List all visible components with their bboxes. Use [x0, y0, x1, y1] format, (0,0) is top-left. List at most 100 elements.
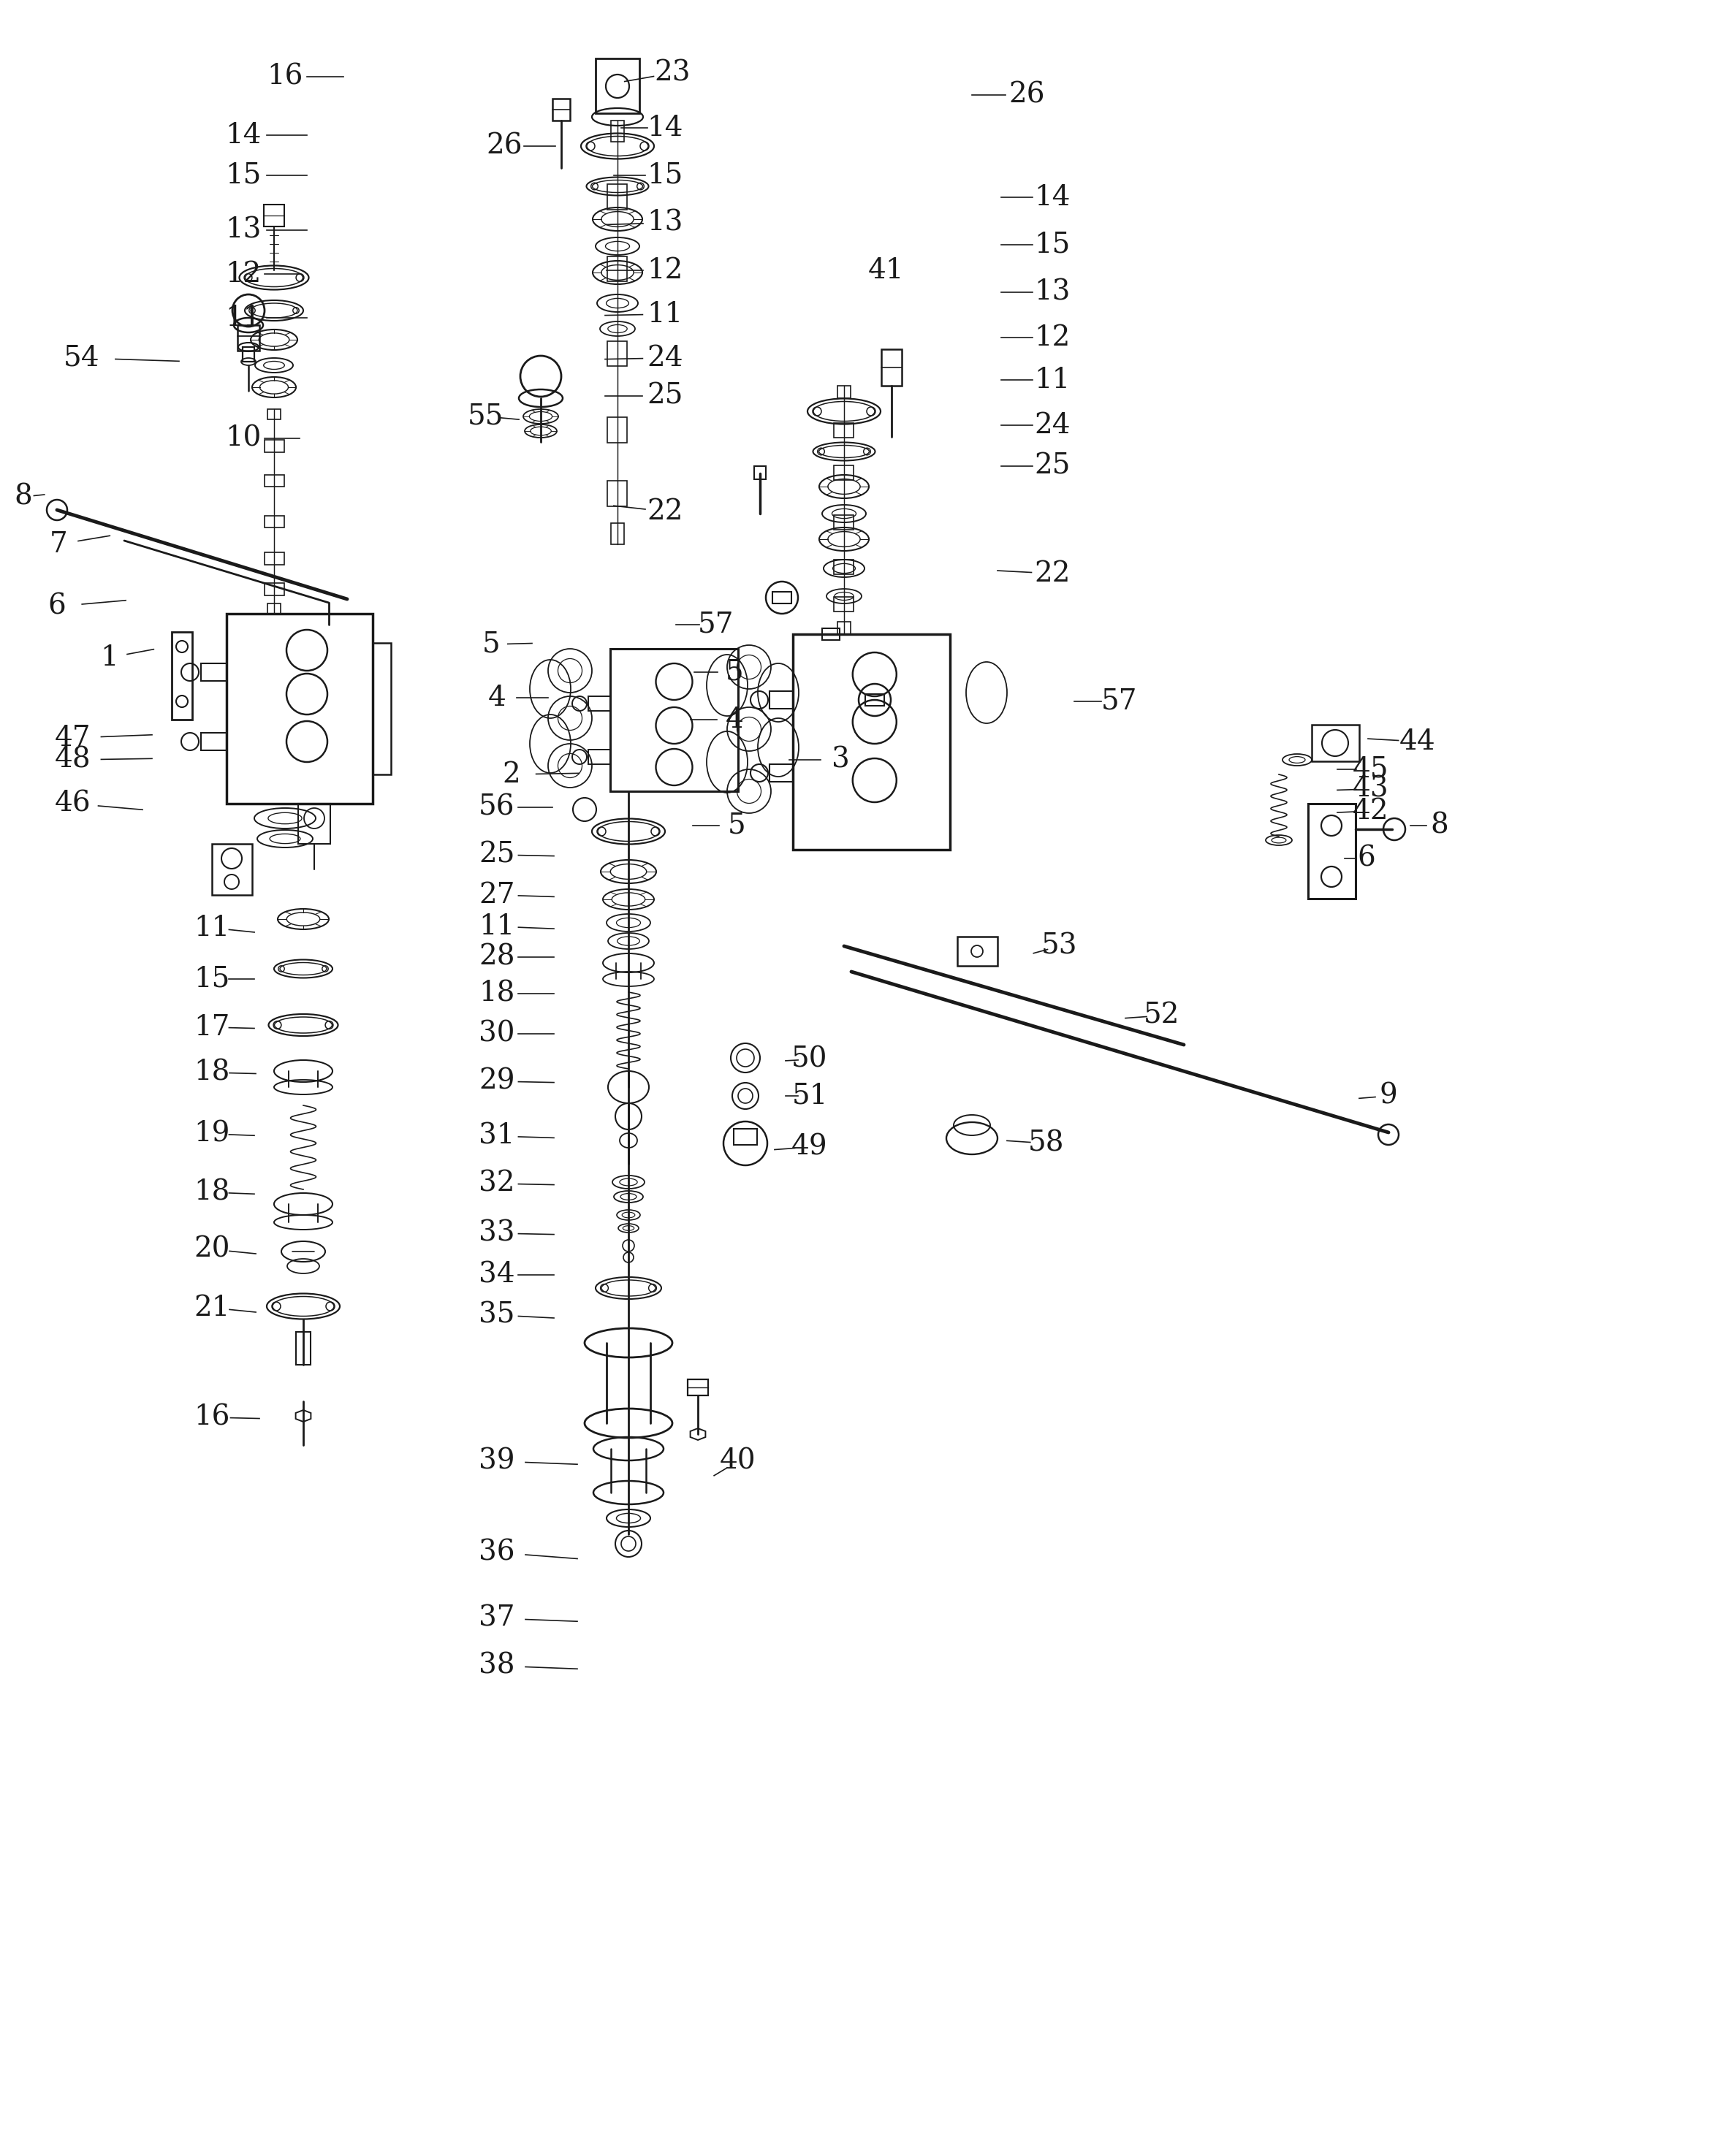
- Bar: [242, 347, 254, 362]
- Text: 6: 6: [1357, 845, 1376, 871]
- Bar: [226, 614, 373, 804]
- Bar: [610, 649, 738, 791]
- Text: 38: 38: [479, 1651, 515, 1680]
- Bar: [265, 582, 284, 595]
- Bar: [265, 552, 284, 565]
- Bar: [833, 466, 854, 481]
- Text: 41: 41: [868, 257, 904, 285]
- Text: 46: 46: [55, 789, 92, 817]
- Bar: [833, 561, 854, 573]
- Bar: [268, 410, 280, 420]
- Text: 25: 25: [479, 841, 515, 869]
- Bar: [268, 604, 280, 614]
- Bar: [821, 627, 840, 640]
- Bar: [769, 692, 794, 709]
- Bar: [610, 524, 624, 543]
- Bar: [833, 423, 854, 438]
- Text: 25: 25: [647, 382, 683, 410]
- Text: 32: 32: [479, 1171, 515, 1197]
- Bar: [688, 1380, 709, 1395]
- Text: 53: 53: [1041, 934, 1077, 959]
- Bar: [773, 591, 792, 604]
- Text: 29: 29: [479, 1067, 515, 1095]
- Text: 8: 8: [14, 483, 33, 511]
- Bar: [1309, 804, 1356, 899]
- Text: 5: 5: [482, 632, 500, 658]
- Text: 58: 58: [1029, 1130, 1065, 1158]
- Text: 3: 3: [832, 746, 849, 774]
- Bar: [864, 694, 884, 705]
- Bar: [213, 843, 252, 895]
- Text: 15: 15: [225, 162, 261, 190]
- Text: 5: 5: [728, 813, 745, 839]
- Bar: [610, 121, 624, 142]
- Text: 56: 56: [479, 793, 515, 821]
- Text: 18: 18: [479, 981, 515, 1007]
- Text: 8: 8: [1430, 813, 1449, 839]
- Bar: [607, 257, 628, 282]
- Text: 20: 20: [194, 1235, 230, 1263]
- Text: 57: 57: [1101, 688, 1138, 716]
- Bar: [265, 515, 284, 528]
- Text: 26: 26: [486, 134, 522, 160]
- Bar: [237, 326, 259, 351]
- Text: 24: 24: [647, 345, 683, 371]
- Text: 27: 27: [479, 882, 515, 908]
- Text: 11: 11: [225, 304, 261, 332]
- Text: 11: 11: [479, 912, 515, 940]
- Bar: [201, 664, 226, 681]
- Bar: [588, 750, 610, 763]
- Text: 17: 17: [194, 1013, 230, 1041]
- Text: 33: 33: [479, 1220, 515, 1246]
- Bar: [588, 696, 610, 711]
- Bar: [201, 733, 226, 750]
- Text: 37: 37: [479, 1604, 515, 1632]
- Text: 39: 39: [479, 1447, 515, 1475]
- Bar: [297, 804, 330, 843]
- Text: 1: 1: [100, 645, 119, 671]
- Bar: [607, 341, 628, 367]
- Text: 6: 6: [48, 593, 66, 621]
- Text: 23: 23: [654, 60, 690, 86]
- Text: 14: 14: [1034, 183, 1070, 211]
- Text: 4: 4: [726, 707, 743, 733]
- Bar: [754, 466, 766, 479]
- Bar: [607, 183, 628, 209]
- Text: 36: 36: [479, 1539, 515, 1565]
- Bar: [1312, 724, 1359, 761]
- Text: 13: 13: [647, 209, 683, 237]
- Text: 50: 50: [792, 1046, 828, 1074]
- Text: 5: 5: [726, 658, 743, 686]
- Text: 28: 28: [479, 944, 515, 970]
- Bar: [833, 597, 854, 612]
- Bar: [733, 1130, 757, 1145]
- Bar: [553, 99, 571, 121]
- Text: 42: 42: [1352, 798, 1388, 824]
- Text: 9: 9: [1380, 1082, 1397, 1110]
- Text: 45: 45: [1352, 757, 1388, 783]
- Text: 14: 14: [647, 114, 683, 142]
- Text: 22: 22: [1034, 561, 1070, 586]
- Bar: [171, 632, 192, 720]
- Text: 15: 15: [194, 966, 230, 992]
- Text: 54: 54: [64, 345, 100, 371]
- Text: 44: 44: [1399, 729, 1435, 755]
- Text: 18: 18: [194, 1059, 230, 1087]
- Bar: [958, 936, 998, 966]
- Text: 2: 2: [503, 761, 520, 787]
- Text: 18: 18: [194, 1179, 230, 1205]
- Text: 57: 57: [699, 610, 735, 638]
- Text: 48: 48: [55, 746, 92, 774]
- Text: 11: 11: [647, 300, 683, 328]
- Text: 26: 26: [1008, 82, 1044, 108]
- Text: 52: 52: [1145, 1003, 1179, 1028]
- Text: 47: 47: [55, 724, 92, 752]
- Text: 40: 40: [719, 1447, 756, 1475]
- Text: 13: 13: [1034, 278, 1070, 306]
- Text: 14: 14: [225, 121, 261, 149]
- Text: 7: 7: [50, 530, 67, 558]
- Bar: [265, 205, 284, 226]
- Text: 12: 12: [1034, 323, 1070, 351]
- Text: 24: 24: [1034, 412, 1070, 438]
- Text: 10: 10: [225, 425, 261, 453]
